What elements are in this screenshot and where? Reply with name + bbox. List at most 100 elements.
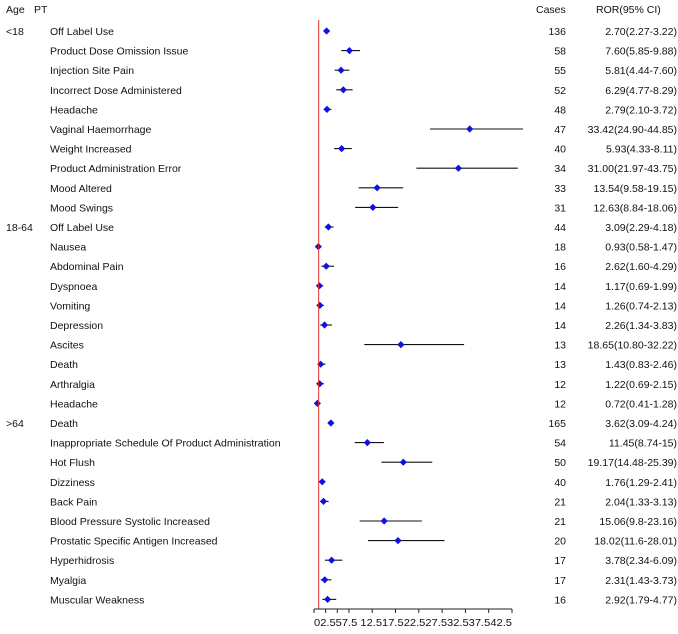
ror-point: [337, 66, 345, 74]
pt-label: Vomiting: [50, 300, 90, 312]
ror-point: [327, 419, 335, 427]
ror-ci-label: 1.17(0.69-1.99): [605, 281, 677, 293]
pt-label: Injection Site Pain: [50, 65, 134, 77]
cases-value: 55: [554, 65, 566, 77]
ror-point: [323, 105, 331, 113]
ror-point: [320, 321, 329, 329]
ror-point: [363, 439, 371, 447]
ror-ci-label: 12.63(8.84-18.06): [594, 202, 677, 214]
ror-ci-label: 5.81(4.44-7.60): [605, 65, 677, 77]
ror-point: [317, 360, 325, 368]
header-age: Age: [6, 4, 25, 16]
cases-value: 17: [554, 575, 566, 587]
ror-ci-label: 3.62(3.09-4.24): [605, 418, 677, 430]
ror-point: [466, 125, 474, 133]
ror-ci-label: 2.04(1.33-3.13): [605, 496, 677, 508]
pt-label: Hot Flush: [50, 457, 95, 469]
ror-ci-label: 1.76(1.29-2.41): [605, 477, 677, 489]
pt-label: Dyspnoea: [50, 281, 97, 293]
ror-ci-label: 7.60(5.85-9.88): [605, 46, 677, 58]
ror-point: [316, 380, 324, 388]
pt-label: Abdominal Pain: [50, 261, 124, 273]
ror-point: [394, 537, 402, 545]
ror-point: [318, 478, 326, 486]
ror-point: [322, 262, 330, 270]
ror-ci-label: 2.92(1.79-4.77): [605, 594, 677, 606]
pt-label: Myalgia: [50, 575, 86, 587]
ror-point: [380, 517, 388, 525]
header-cases: Cases: [536, 4, 566, 16]
ror-ci-label: 2.31(1.43-3.73): [605, 575, 677, 587]
ror-point: [339, 86, 347, 94]
pt-label: Prostatic Specific Antigen Increased: [50, 536, 218, 548]
ror-ci-label: 2.70(2.27-3.22): [605, 26, 677, 38]
cases-value: 20: [554, 536, 566, 548]
cases-value: 33: [554, 183, 566, 195]
age-group-label: >64: [6, 418, 24, 430]
cases-value: 21: [554, 516, 566, 528]
cases-value: 16: [554, 261, 566, 273]
cases-value: 17: [554, 555, 566, 567]
cases-value: 136: [548, 26, 566, 38]
ror-point: [454, 164, 463, 172]
x-axis-ticks: [313, 609, 513, 613]
pt-label: Death: [50, 359, 78, 371]
cases-value: 50: [554, 457, 566, 469]
ror-ci-label: 0.72(0.41-1.28): [605, 398, 677, 410]
pt-label: Hyperhidrosis: [50, 555, 114, 567]
cases-value: 16: [554, 594, 566, 606]
pt-label: Dizziness: [50, 477, 95, 489]
ror-ci-label: 5.93(4.33-8.11): [606, 144, 677, 156]
ror-point: [319, 497, 328, 505]
ror-ci-label: 2.62(1.60-4.29): [605, 261, 677, 273]
ror-ci-label: 2.26(1.34-3.83): [605, 320, 677, 332]
ror-ci-label: 15.06(9.8-23.16): [599, 516, 677, 528]
ror-point: [315, 282, 324, 290]
cases-value: 48: [554, 104, 566, 116]
ror-ci-label: 1.22(0.69-2.15): [605, 379, 677, 391]
cases-value: 47: [554, 124, 566, 136]
cases-value: 40: [554, 477, 566, 489]
pt-label: Product Dose Omission Issue: [50, 46, 188, 58]
ror-ci-label: 0.93(0.58-1.47): [605, 242, 677, 254]
pt-label: Off Label Use: [50, 26, 114, 38]
cases-value: 21: [554, 496, 566, 508]
ror-point: [324, 223, 332, 231]
header-ror: ROR(95% CI): [596, 4, 661, 16]
pt-label: Back Pain: [50, 496, 97, 508]
ror-point: [316, 301, 324, 309]
pt-label: Nausea: [50, 242, 86, 254]
forest-rows: <18 Off Label Use 136 2.70(2.27-3.22) Produc…: [6, 26, 677, 606]
ror-point: [322, 27, 331, 35]
x-axis-tick-labels: 02.557.5 12.517.522.527.532.537.542.5: [314, 617, 512, 629]
pt-label: Off Label Use: [50, 222, 114, 234]
cases-value: 14: [554, 281, 566, 293]
ror-point: [328, 556, 336, 564]
cases-value: 14: [554, 300, 566, 312]
age-group-label: 18-64: [6, 222, 33, 234]
ror-ci-label: 11.45(8.74-15): [609, 438, 677, 450]
age-group-label: <18: [6, 26, 24, 38]
cases-value: 12: [554, 398, 566, 410]
pt-label: Product Administration Error: [50, 163, 182, 175]
pt-label: Headache: [50, 398, 98, 410]
header-pt: PT: [34, 4, 48, 16]
ror-ci-label: 13.54(9.58-19.15): [594, 183, 677, 195]
ror-point: [369, 203, 377, 211]
ror-ci-label: 33.42(24.90-44.85): [588, 124, 677, 136]
pt-label: Depression: [50, 320, 103, 332]
cases-value: 13: [554, 340, 566, 352]
ror-point: [399, 458, 407, 466]
ror-ci-label: 31.00(21.97-43.75): [588, 163, 677, 175]
cases-value: 52: [554, 85, 566, 97]
cases-value: 12: [554, 379, 566, 391]
cases-value: 40: [554, 144, 566, 156]
pt-label: Incorrect Dose Administered: [50, 85, 182, 97]
ror-ci-label: 19.17(14.48-25.39): [588, 457, 677, 469]
ror-point: [313, 399, 321, 407]
ror-ci-label: 18.65(10.80-32.22): [588, 340, 677, 352]
pt-label: Mood Swings: [50, 202, 113, 214]
ror-ci-label: 3.78(2.34-6.09): [605, 555, 677, 567]
pt-label: Mood Altered: [50, 183, 112, 195]
